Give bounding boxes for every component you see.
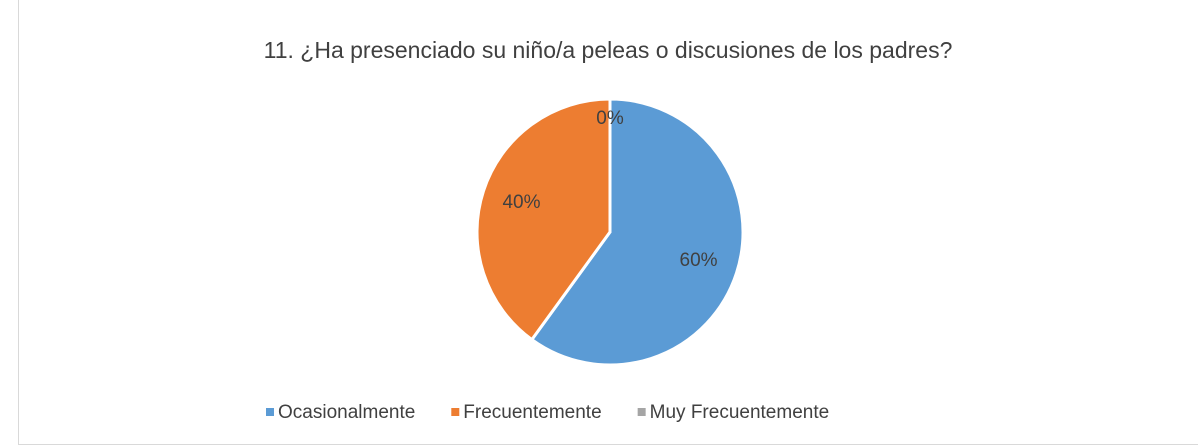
legend-swatch <box>637 408 646 416</box>
legend-label: Muy Frecuentemente <box>650 402 830 423</box>
data-label: 40% <box>502 192 540 213</box>
legend-label: Frecuentemente <box>463 402 601 423</box>
legend-swatch <box>451 408 460 416</box>
legend-label: Ocasionalmente <box>278 402 415 423</box>
data-label: 0% <box>596 108 624 129</box>
chart-title: 11. ¿Ha presenciado su niño/a peleas o d… <box>264 37 953 63</box>
pie-slice <box>475 97 612 342</box>
data-label: 60% <box>680 250 718 271</box>
pie-slice <box>530 97 745 367</box>
legend-swatch <box>266 408 274 416</box>
